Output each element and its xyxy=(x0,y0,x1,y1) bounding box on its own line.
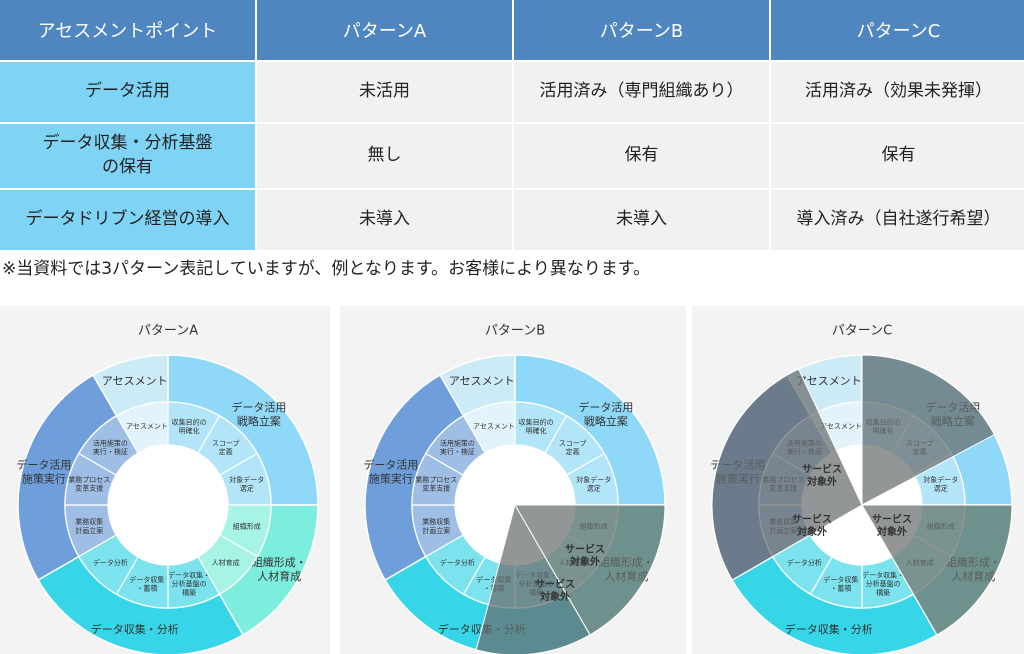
label: データ活用施策実行 xyxy=(16,458,71,486)
label: データ収集・分析基盤の構築 xyxy=(168,570,210,597)
label: データ分析 xyxy=(787,558,822,567)
inner-segment xyxy=(424,414,486,476)
label: アセスメント xyxy=(449,375,515,388)
label: アセスメント xyxy=(102,375,168,388)
label: サービス対象外 xyxy=(802,462,842,488)
table-cell: 未導入 xyxy=(514,190,769,250)
label: 組織形成・人材育成 xyxy=(252,556,307,583)
label: データ収集・分析 xyxy=(91,622,179,636)
table-cell: 未導入 xyxy=(257,190,512,250)
label: サービス対象外 xyxy=(792,512,832,538)
label: アセスメント xyxy=(820,423,862,431)
table-cell: 活用済み（専門組織あり） xyxy=(514,62,769,122)
label: データ収集・蓄積 xyxy=(823,575,858,593)
label: 対象データ選定 xyxy=(229,475,264,493)
label: データ分析 xyxy=(93,558,128,567)
label: データ活用戦略立案 xyxy=(578,400,633,428)
label: アセスメント xyxy=(473,423,515,431)
table-cell: 保有 xyxy=(771,124,1024,188)
header-cell: アセスメントポイント xyxy=(0,0,255,60)
table-cell: 未活用 xyxy=(257,62,512,122)
excluded-area xyxy=(711,368,863,581)
table-cell: 導入済み（自社遂行希望） xyxy=(771,190,1024,250)
label: 収集目的の明確化 xyxy=(519,417,554,435)
header-cell: パターンA xyxy=(257,0,512,60)
label: 組織形成 xyxy=(233,522,261,531)
assessment-table: アセスメントポイント パターンA パターンB パターンC データ活用 未活用 活用済… xyxy=(0,0,1024,252)
label: 人材育成 xyxy=(212,558,240,567)
label: 対象データ選定 xyxy=(576,475,611,493)
label: データ分析 xyxy=(440,558,475,567)
center-hole xyxy=(108,445,228,565)
table-row: データドリブン経営の導入 未導入 未導入 導入済み（自社遂行希望） xyxy=(0,190,1024,250)
label: スコープ定義 xyxy=(559,439,587,456)
label: パターンB xyxy=(485,324,545,339)
table-cell: データ活用 xyxy=(0,62,255,122)
table-cell: データドリブン経営の導入 xyxy=(0,190,255,250)
label: サービス対象外 xyxy=(872,512,912,538)
excluded-area xyxy=(861,354,996,506)
label: データ収集・蓄積 xyxy=(129,575,164,593)
table-row: データ収集・分析基盤 の保有 無し 保有 保有 xyxy=(0,124,1024,188)
label: スコープ定義 xyxy=(212,439,240,456)
label: パターンA xyxy=(138,324,198,339)
table-cell: 保有 xyxy=(514,124,769,188)
label: データ収集・分析 xyxy=(785,622,873,636)
label: 対象データ選定 xyxy=(923,475,958,493)
label: 業務収集計画立案 xyxy=(75,517,103,535)
header-cell: パターンC xyxy=(771,0,1024,60)
table-cell: 無し xyxy=(257,124,512,188)
label: データ収集・分析基盤の構築 xyxy=(862,570,904,597)
label: 業務プロセス変革支援 xyxy=(68,475,110,493)
label: データ活用戦略立案 xyxy=(231,400,286,428)
label: 業務プロセス変革支援 xyxy=(415,475,457,493)
label: サービス対象外 xyxy=(535,577,575,603)
excluded-area xyxy=(514,504,666,636)
header-cell: パターンB xyxy=(514,0,769,60)
table-cell: 活用済み（効果未発揮） xyxy=(771,62,1024,122)
label: 活用施策の実行・検証 xyxy=(440,438,475,456)
label: サービス対象外 xyxy=(565,542,605,568)
label: 収集目的の明確化 xyxy=(172,417,207,435)
excluded-area xyxy=(861,504,1013,636)
label: アセスメント xyxy=(796,375,862,388)
table-cell: データ収集・分析基盤 の保有 xyxy=(0,124,255,188)
label: アセスメント xyxy=(126,423,168,431)
inner-segment xyxy=(77,414,139,476)
note: ※当資料では3パターン表記していますが、例となります。お客様により異なります。 xyxy=(2,259,651,279)
label: パターンC xyxy=(832,324,892,339)
label: データ活用施策実行 xyxy=(363,458,418,486)
table-row: データ活用 未活用 活用済み（専門組織あり） 活用済み（効果未発揮） xyxy=(0,62,1024,122)
label: 活用施策の実行・検証 xyxy=(93,438,128,456)
label: 業務収集計画立案 xyxy=(422,517,450,535)
